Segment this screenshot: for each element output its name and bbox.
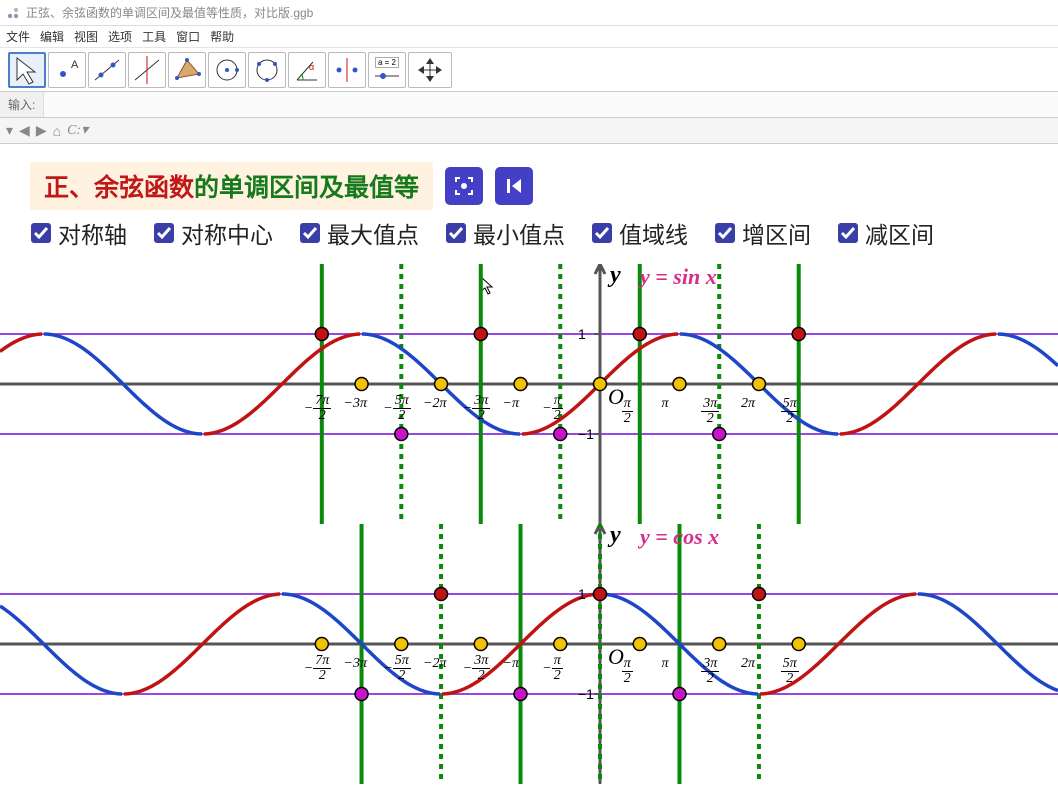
- svg-text:1: 1: [578, 586, 586, 602]
- checkbox-label: 增区间: [742, 216, 811, 250]
- checkbox-label: 对称轴: [58, 216, 127, 250]
- tool-circle[interactable]: [208, 52, 246, 88]
- tool-perpendicular[interactable]: [128, 52, 166, 88]
- svg-text:α: α: [309, 62, 314, 72]
- app-icon: [6, 6, 20, 20]
- heading-row: 正、余弦函数的单调区间及最值等: [30, 162, 533, 210]
- title-green: 的单调区间及最值等: [194, 175, 419, 202]
- checkbox-label: 最小值点: [473, 216, 565, 250]
- svg-text:y = cos x: y = cos x: [637, 524, 719, 549]
- svg-text:y = sin x: y = sin x: [637, 264, 717, 289]
- x-tick-label: −π2: [542, 394, 562, 423]
- checkbox-2[interactable]: 最大值点: [299, 216, 419, 250]
- x-tick-label: −π: [503, 654, 519, 672]
- plot: 1−1Oyy = sin x−7π2−3π−5π2−2π−3π2−π−π2π2π…: [0, 264, 1058, 524]
- menu-item[interactable]: 窗口: [176, 28, 200, 45]
- x-tick-label: −3π2: [463, 654, 490, 683]
- checkbox-row: 对称轴 对称中心 最大值点 最小值点 值域线 增区间 减区间: [30, 216, 934, 250]
- x-tick-label: −2π: [423, 394, 446, 412]
- tool-conic[interactable]: [248, 52, 286, 88]
- tool-reflect[interactable]: [328, 52, 366, 88]
- x-tick-label: 3π2: [701, 394, 719, 426]
- menu-item[interactable]: 视图: [74, 28, 98, 45]
- focus-button[interactable]: [445, 167, 483, 205]
- svg-text:−1: −1: [578, 426, 594, 442]
- input-label: 输入:: [0, 92, 44, 117]
- view-toolbar: ▾ ◀ ▶ ⌂ C:▾: [0, 118, 1058, 144]
- svg-text:1: 1: [578, 326, 586, 342]
- checkbox-label: 对称中心: [181, 216, 273, 250]
- checkbox-label: 减区间: [865, 216, 934, 250]
- x-tick-label: 5π2: [781, 394, 799, 426]
- x-tick-label: 3π2: [701, 654, 719, 686]
- x-tick-label: 2π: [741, 394, 755, 412]
- tool-polygon[interactable]: [168, 52, 206, 88]
- svg-text:y: y: [607, 264, 621, 288]
- tool-point[interactable]: A: [48, 52, 86, 88]
- reset-button[interactable]: [495, 167, 533, 205]
- menubar: 文件编辑视图选项工具窗口帮助: [0, 26, 1058, 48]
- menu-item[interactable]: 帮助: [210, 28, 234, 45]
- checkbox-label: 最大值点: [327, 216, 419, 250]
- x-tick-label: −7π2: [304, 394, 331, 423]
- input-field[interactable]: [44, 97, 1058, 112]
- canvas[interactable]: 正、余弦函数的单调区间及最值等 对称轴 对称中心 最大值点 最小值点 值域线 增区间 减区间…: [0, 144, 1058, 794]
- checkbox-6[interactable]: 减区间: [837, 216, 934, 250]
- checkbox-4[interactable]: 值域线: [591, 216, 688, 250]
- nav-fwd-icon[interactable]: ▶: [36, 122, 47, 139]
- checkbox-5[interactable]: 增区间: [714, 216, 811, 250]
- x-tick-label: π2: [622, 654, 633, 686]
- menu-item[interactable]: 工具: [142, 28, 166, 45]
- window-title: 正弦、余弦函数的单调区间及最值等性质，对比版.ggb: [26, 4, 313, 21]
- tool-line[interactable]: [88, 52, 126, 88]
- menu-item[interactable]: 编辑: [40, 28, 64, 45]
- toolbar: Aα a = 2: [0, 48, 1058, 92]
- x-tick-label: −3π: [344, 654, 367, 672]
- x-tick-label: −π2: [542, 654, 562, 683]
- titlebar: 正弦、余弦函数的单调区间及最值等性质，对比版.ggb: [0, 0, 1058, 26]
- collapse-icon[interactable]: ▾: [6, 122, 13, 139]
- title-box: 正、余弦函数的单调区间及最值等: [30, 162, 433, 210]
- x-tick-label: π2: [622, 394, 633, 426]
- x-tick-label: −5π2: [383, 394, 410, 423]
- x-tick-label: π: [661, 394, 668, 412]
- svg-text:y: y: [607, 524, 621, 548]
- svg-text:A: A: [71, 59, 79, 71]
- x-tick-label: −5π2: [383, 654, 410, 683]
- x-tick-label: −3π2: [463, 394, 490, 423]
- x-tick-label: 2π: [741, 654, 755, 672]
- input-row: 输入:: [0, 92, 1058, 118]
- menu-item[interactable]: 选项: [108, 28, 132, 45]
- tool-slider[interactable]: a = 2: [368, 52, 406, 88]
- tool-pointer[interactable]: [8, 52, 46, 88]
- x-tick-label: −3π: [344, 394, 367, 412]
- title-red: 正、余弦函数: [44, 175, 194, 202]
- svg-text:−1: −1: [578, 686, 594, 702]
- x-tick-label: π: [661, 654, 668, 672]
- x-tick-label: −π: [503, 394, 519, 412]
- x-tick-label: −7π2: [304, 654, 331, 683]
- tool-angle[interactable]: α: [288, 52, 326, 88]
- nav-back-icon[interactable]: ◀: [19, 122, 30, 139]
- x-tick-label: −2π: [423, 654, 446, 672]
- checkbox-3[interactable]: 最小值点: [445, 216, 565, 250]
- home-icon[interactable]: ⌂: [53, 123, 61, 139]
- x-tick-label: 5π2: [781, 654, 799, 686]
- tool-move-view[interactable]: [408, 52, 452, 88]
- checkbox-1[interactable]: 对称中心: [153, 216, 273, 250]
- menu-item[interactable]: 文件: [6, 28, 30, 45]
- construction-icon[interactable]: C:▾: [67, 122, 88, 139]
- checkbox-0[interactable]: 对称轴: [30, 216, 127, 250]
- plot: 1−1Oyy = cos x−7π2−3π−5π2−2π−3π2−π−π2π2π…: [0, 524, 1058, 784]
- checkbox-label: 值域线: [619, 216, 688, 250]
